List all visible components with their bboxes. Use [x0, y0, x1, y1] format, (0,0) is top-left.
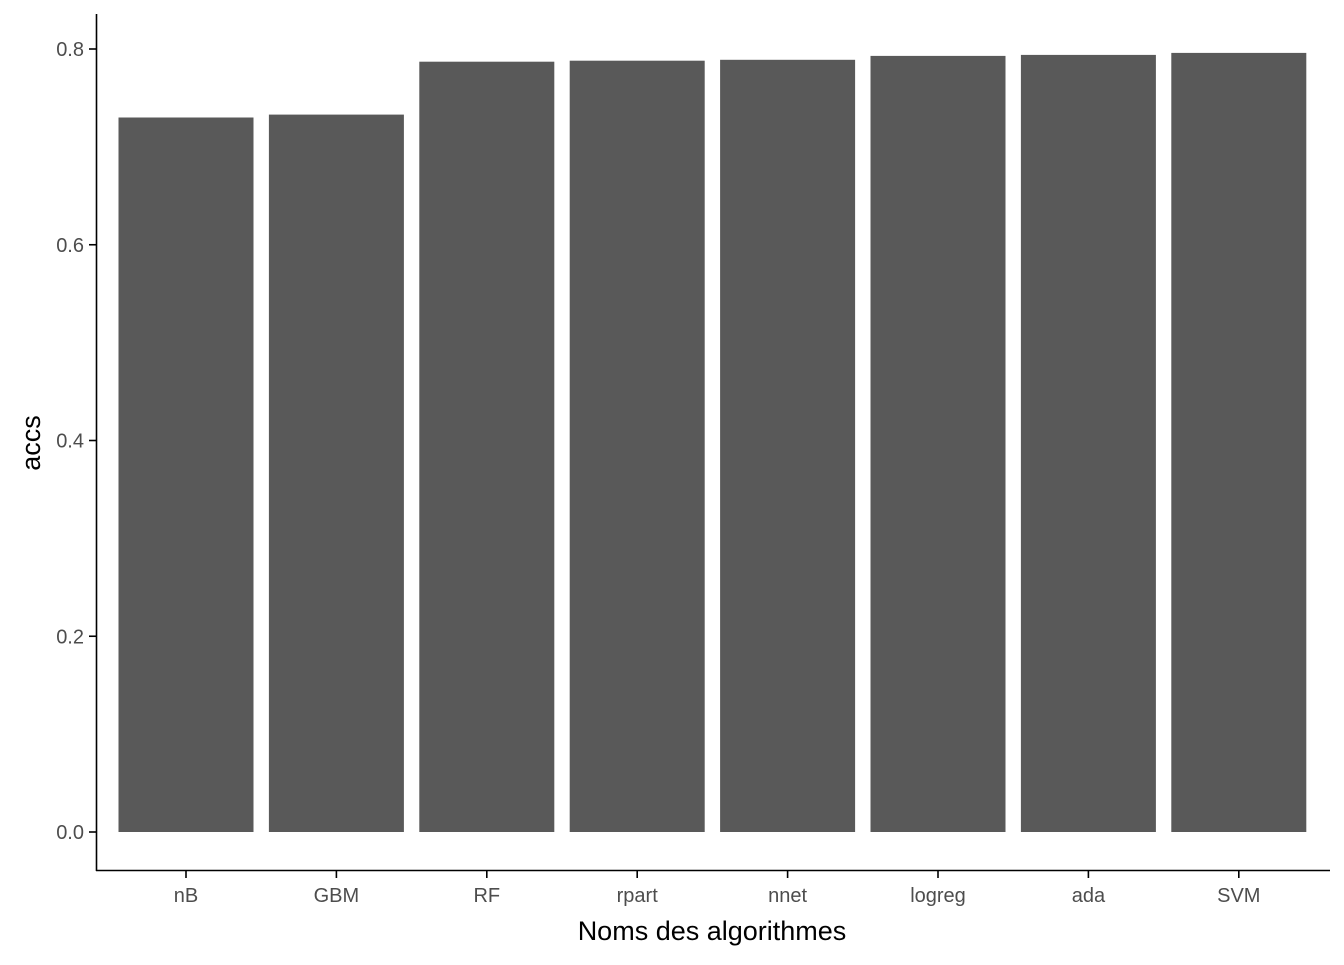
bar-nnet: [720, 59, 856, 833]
x-tick-label: GBM: [314, 885, 360, 907]
bar-RF: [419, 61, 555, 832]
x-tick-label: SVM: [1217, 885, 1260, 907]
x-axis-title: Noms des algorithmes: [578, 916, 847, 946]
x-tick-label: logreg: [910, 885, 966, 907]
y-ticks-group: 0.0 0.2 0.4 0.6 0.8: [56, 39, 96, 844]
bar-logreg: [870, 55, 1006, 832]
bar-rpart: [569, 60, 705, 832]
x-ticks-group: nB GBM RF rpart nnet logreg ada SVM: [174, 871, 1260, 907]
x-tick-label: ada: [1072, 885, 1106, 907]
bar-SVM: [1171, 52, 1307, 832]
x-tick-label: nB: [174, 885, 198, 907]
bar-GBM: [268, 114, 404, 833]
y-axis-title: accs: [16, 415, 46, 471]
y-tick-label: 0.8: [56, 39, 84, 61]
x-tick-label: RF: [473, 885, 500, 907]
bar-ada: [1020, 54, 1156, 832]
y-tick-label: 0.4: [56, 431, 84, 453]
y-tick-label: 0.0: [56, 822, 84, 844]
y-tick-label: 0.2: [56, 626, 84, 648]
bars-group: [118, 52, 1307, 833]
bar-nB: [118, 117, 254, 832]
y-tick-label: 0.6: [56, 235, 84, 257]
axes-group: [95, 14, 1330, 872]
x-tick-label: nnet: [768, 885, 807, 907]
x-tick-label: rpart: [617, 885, 659, 907]
